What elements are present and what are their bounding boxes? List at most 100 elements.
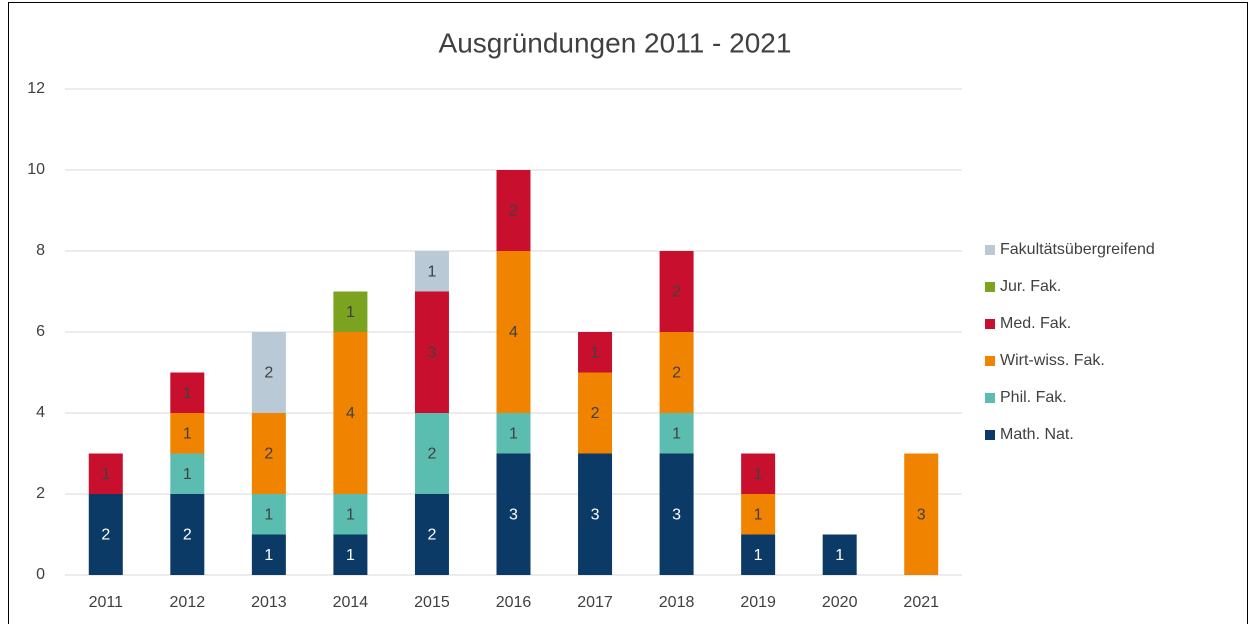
legend-label: Med. Fak.: [1000, 315, 1071, 332]
data-label: 3: [917, 506, 926, 523]
data-label: 1: [591, 344, 600, 361]
data-label: 1: [264, 547, 273, 564]
data-label: 1: [183, 425, 192, 442]
bar-segment: [414, 291, 449, 413]
data-label: 1: [754, 547, 763, 564]
bar-segment: [414, 251, 449, 292]
bar-segment: [741, 494, 776, 535]
data-label: 1: [672, 425, 681, 442]
bar-segment: [170, 453, 205, 494]
legend-label: Fakultätsübergreifend: [1000, 241, 1155, 258]
bar-segment: [578, 332, 613, 373]
data-label: 2: [672, 365, 681, 382]
data-label: 3: [509, 506, 518, 523]
data-label: 2: [183, 527, 192, 544]
y-tick-label: 8: [36, 242, 45, 259]
legend-swatch: [985, 245, 995, 255]
bar-segment: [333, 534, 368, 575]
y-tick-label: 10: [27, 161, 45, 178]
bar-segment: [88, 494, 123, 575]
bar-segment: [170, 413, 205, 454]
data-label: 1: [183, 385, 192, 402]
bar-segment: [659, 332, 694, 413]
bar-segment: [251, 413, 286, 494]
bar-segment: [741, 453, 776, 494]
data-label: 3: [428, 344, 437, 361]
bar-segment: [414, 494, 449, 575]
x-tick-label: 2021: [903, 594, 939, 611]
bar-segment: [88, 453, 123, 494]
data-label: 2: [509, 203, 518, 220]
y-tick-label: 4: [36, 404, 45, 421]
data-label: 1: [183, 466, 192, 483]
data-label: 4: [509, 324, 518, 341]
legend-label: Wirt-wiss. Fak.: [1000, 352, 1105, 369]
bar-segment: [251, 534, 286, 575]
bar-segment: [251, 332, 286, 413]
bar-segment: [170, 494, 205, 575]
chart-title: Ausgründungen 2011 - 2021: [439, 27, 792, 58]
data-label: 3: [591, 506, 600, 523]
data-label: 2: [591, 405, 600, 422]
data-label: 1: [101, 466, 110, 483]
data-label: 2: [428, 527, 437, 544]
legend-label: Math. Nat.: [1000, 426, 1074, 443]
chart-frame: [8, 2, 1248, 628]
x-tick-label: 2014: [333, 594, 369, 611]
bar-segment: [496, 413, 531, 454]
legend-swatch: [985, 393, 995, 403]
y-tick-label: 6: [36, 323, 45, 340]
x-tick-label: 2020: [822, 594, 858, 611]
bar-segment: [496, 453, 531, 575]
legend-swatch: [985, 430, 995, 440]
x-tick-label: 2017: [577, 594, 613, 611]
bar-segment: [741, 534, 776, 575]
legend-swatch: [985, 356, 995, 366]
data-label: 1: [835, 547, 844, 564]
legend-label: Phil. Fak.: [1000, 389, 1067, 406]
x-tick-label: 2016: [496, 594, 532, 611]
x-tick-label: 2015: [414, 594, 450, 611]
bar-segment: [496, 170, 531, 251]
bar-segment: [333, 332, 368, 494]
data-label: 2: [264, 365, 273, 382]
bar-segment: [822, 534, 857, 575]
bar-segment: [333, 494, 368, 535]
x-tick-label: 2019: [740, 594, 776, 611]
x-tick-label: 2011: [89, 594, 124, 611]
data-label: 1: [264, 506, 273, 523]
x-tick-label: 2012: [170, 594, 206, 611]
data-label: 1: [754, 466, 763, 483]
legend-swatch: [985, 319, 995, 329]
bar-segment: [414, 413, 449, 494]
data-label: 2: [672, 284, 681, 301]
y-tick-label: 0: [36, 566, 45, 583]
bar-segment: [904, 453, 939, 575]
data-label: 1: [346, 506, 355, 523]
data-label: 2: [428, 446, 437, 463]
bar-segment: [578, 453, 613, 575]
bar-segment: [578, 372, 613, 454]
data-label: 4: [346, 405, 355, 422]
bar-segment: [659, 251, 694, 332]
data-label: 2: [264, 446, 273, 463]
bar-segment: [333, 291, 368, 332]
data-label: 1: [346, 304, 355, 321]
bar-segment: [251, 494, 286, 535]
data-label: 1: [428, 263, 437, 280]
bar-segment: [170, 372, 205, 413]
y-tick-label: 12: [27, 80, 45, 97]
legend-swatch: [985, 282, 995, 292]
bar-segment: [659, 453, 694, 575]
y-tick-label: 2: [36, 485, 45, 502]
bar-segment: [496, 251, 531, 413]
data-label: 1: [754, 506, 763, 523]
data-label: 2: [101, 527, 110, 544]
legend-label: Jur. Fak.: [1000, 278, 1061, 295]
data-label: 3: [672, 506, 681, 523]
bar-segment: [659, 413, 694, 454]
x-tick-label: 2013: [251, 594, 287, 611]
x-tick-label: 2018: [659, 594, 695, 611]
data-label: 1: [346, 547, 355, 564]
